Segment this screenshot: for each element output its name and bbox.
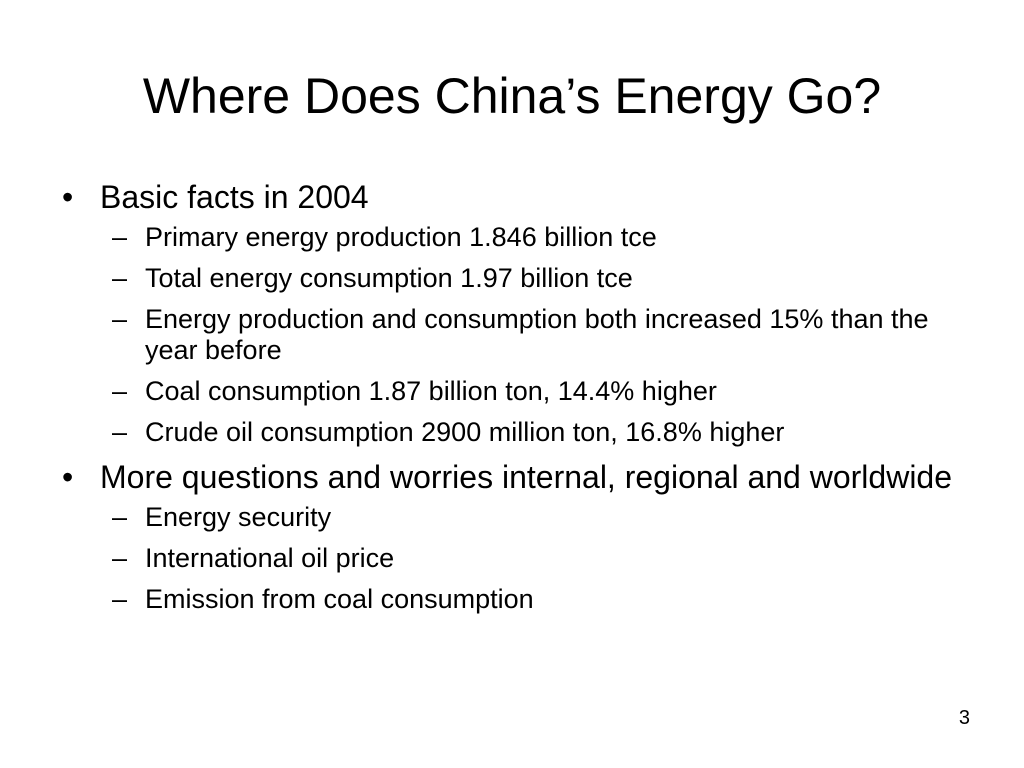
- sub-item-text: International oil price: [145, 543, 395, 573]
- sub-item: – Energy security: [62, 502, 962, 533]
- sub-item-text: Coal consumption 1.87 billion ton, 14.4%…: [145, 376, 717, 406]
- sub-item: – Total energy consumption 1.97 billion …: [62, 263, 962, 294]
- bullet-item: • Basic facts in 2004: [62, 178, 962, 216]
- sub-item: – Energy production and consumption both…: [62, 304, 962, 366]
- sub-item: – Emission from coal consumption: [62, 584, 962, 615]
- sub-item-text: Crude oil consumption 2900 million ton, …: [145, 417, 785, 447]
- sub-marker: –: [112, 304, 128, 334]
- sub-marker: –: [112, 263, 128, 293]
- sub-item-text: Emission from coal consumption: [145, 584, 534, 614]
- sub-marker: –: [112, 376, 128, 406]
- sub-item: – Crude oil consumption 2900 million ton…: [62, 417, 962, 448]
- page-number: 3: [958, 707, 970, 729]
- sub-item: – Coal consumption 1.87 billion ton, 14.…: [62, 376, 962, 407]
- bullet-marker: •: [62, 179, 74, 215]
- sub-item-text: Energy production and consumption both i…: [145, 304, 929, 365]
- sub-item: – International oil price: [62, 543, 962, 574]
- sub-item-text: Primary energy production 1.846 billion …: [145, 222, 657, 252]
- sub-marker: –: [112, 502, 128, 532]
- bullet-list: • Basic facts in 2004 – Primary energy p…: [62, 178, 962, 625]
- sub-marker: –: [112, 584, 128, 614]
- sub-marker: –: [112, 222, 128, 252]
- slide-title: Where Does China’s Energy Go?: [142, 68, 882, 124]
- sub-marker: –: [112, 417, 128, 447]
- bullet-marker: •: [62, 459, 74, 495]
- sub-list: – Energy security – International oil pr…: [62, 502, 962, 615]
- sub-item: – Primary energy production 1.846 billio…: [62, 222, 962, 253]
- bullet-text: Basic facts in 2004: [100, 179, 369, 215]
- sub-marker: –: [112, 543, 128, 573]
- bullet-text: More questions and worries internal, reg…: [100, 459, 953, 495]
- bullet-item: • More questions and worries internal, r…: [62, 458, 962, 496]
- sub-item-text: Energy security: [145, 502, 332, 532]
- sub-list: – Primary energy production 1.846 billio…: [62, 222, 962, 448]
- sub-item-text: Total energy consumption 1.97 billion tc…: [145, 263, 633, 293]
